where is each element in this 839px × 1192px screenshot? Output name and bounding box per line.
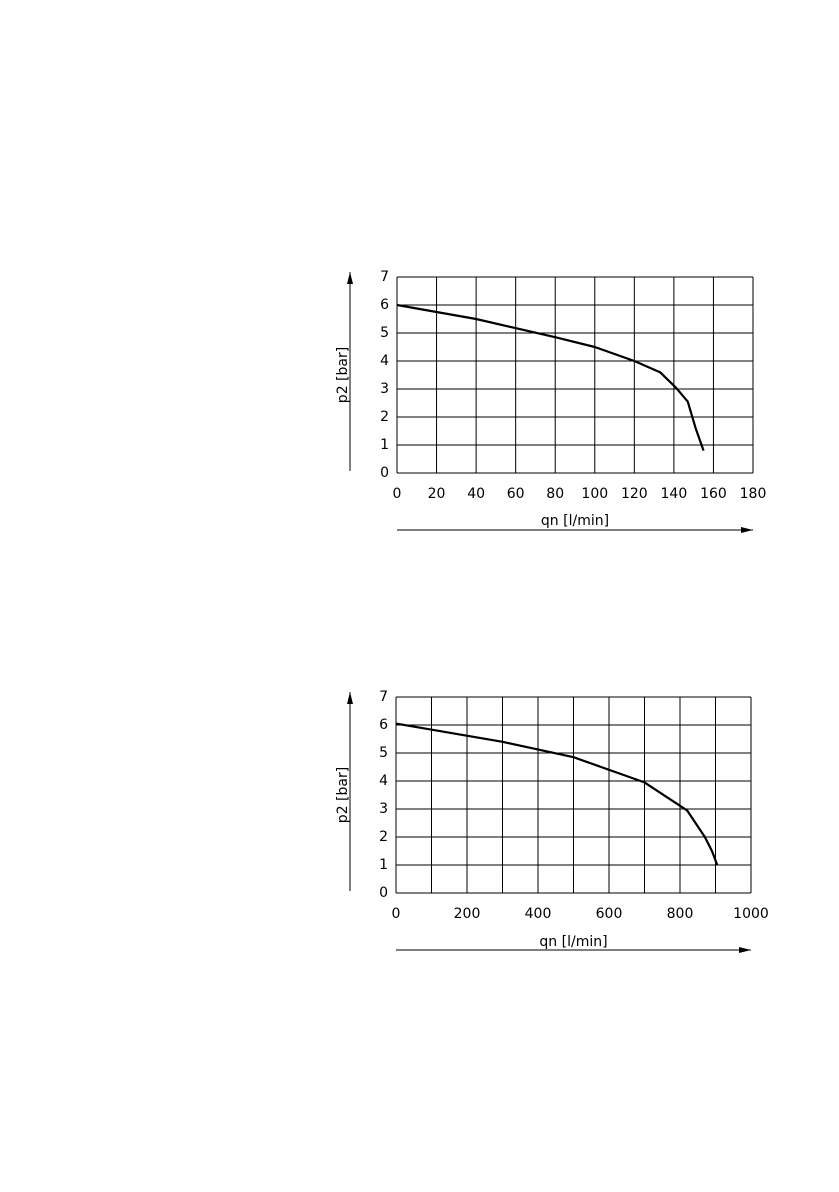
x-tick-label: 800 <box>667 906 694 922</box>
y-tick-label: 3 <box>379 801 388 817</box>
y-tick-label: 6 <box>380 297 389 313</box>
y-tick-label: 4 <box>379 773 388 789</box>
curve <box>396 303 705 451</box>
x-tick-label: 120 <box>621 486 648 502</box>
x-tick-label: 80 <box>546 486 564 502</box>
y-tick-label: 7 <box>379 689 388 705</box>
x-tick-label: 160 <box>700 486 727 502</box>
y-tick-label: 7 <box>380 269 389 285</box>
y-axis-label: p2 [bar] <box>335 347 351 403</box>
y-tick-label: 2 <box>379 829 388 845</box>
y-tick-label: 3 <box>380 381 389 397</box>
y-axis-label: p2 [bar] <box>335 767 351 823</box>
x-tick-label: 100 <box>581 486 608 502</box>
x-tick-label: 60 <box>507 486 525 502</box>
y-tick-label: 0 <box>380 465 389 481</box>
y-tick-label: 5 <box>379 745 388 761</box>
x-tick-label: 600 <box>596 906 623 922</box>
x-axis-label: qn [l/min] <box>539 934 607 950</box>
x-tick-label: 180 <box>740 486 767 502</box>
y-tick-label: 6 <box>379 717 388 733</box>
x-tick-label: 0 <box>392 906 401 922</box>
y-tick-label: 5 <box>380 325 389 341</box>
x-tick-label: 0 <box>393 486 402 502</box>
x-tick-label: 40 <box>467 486 485 502</box>
y-tick-label: 1 <box>379 857 388 873</box>
x-axis-label: qn [l/min] <box>541 513 609 529</box>
x-tick-label: 400 <box>525 906 552 922</box>
curve <box>395 722 719 866</box>
x-tick-label: 20 <box>428 486 446 502</box>
y-tick-label: 4 <box>380 353 389 369</box>
x-tick-label: 140 <box>661 486 688 502</box>
x-tick-label: 1000 <box>733 906 769 922</box>
y-tick-label: 1 <box>380 437 389 453</box>
y-tick-label: 0 <box>379 885 388 901</box>
x-tick-label: 200 <box>454 906 481 922</box>
y-tick-label: 2 <box>380 409 389 425</box>
